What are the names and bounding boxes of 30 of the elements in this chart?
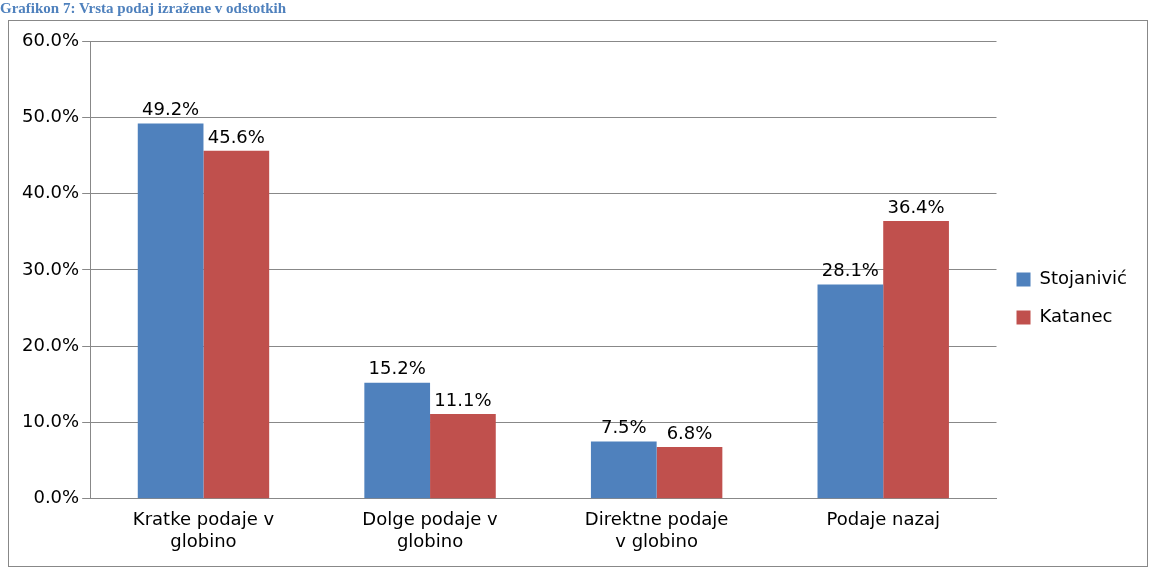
x-tick-label: Podaje nazaj [826, 508, 940, 530]
bar [817, 284, 884, 499]
chart-title: Grafikon 7: Vrsta podaj izražene v odstotkih [0, 0, 287, 17]
bar [364, 382, 431, 499]
x-tick-label: Dolge podaje v globino [362, 508, 499, 551]
data-label: 49.2% [142, 98, 200, 120]
data-label: 15.2% [368, 357, 426, 379]
x-tick-label: Kratke podaje v globino [132, 508, 275, 551]
y-tick-label: 10.0% [21, 410, 80, 432]
x-tick-label: Direktne podaje v globino [584, 508, 729, 551]
y-tick-label: 30.0% [21, 257, 80, 279]
y-tick-label: 40.0% [21, 181, 80, 203]
y-tick-label: 50.0% [21, 104, 80, 126]
data-label: 11.1% [434, 388, 492, 410]
bar [883, 221, 949, 499]
legend-label: Stojanivić [1039, 267, 1128, 289]
y-tick-label: 20.0% [21, 333, 80, 355]
data-label: 7.5% [600, 416, 647, 438]
bar [590, 441, 657, 499]
data-label: 36.4% [887, 195, 945, 217]
legend-label: Katanec [1039, 305, 1113, 327]
data-label: 6.8% [666, 421, 713, 443]
y-tick-label: 0.0% [33, 486, 80, 508]
bar [656, 446, 723, 499]
data-label: 45.6% [207, 125, 265, 147]
data-label: 28.1% [821, 259, 879, 281]
bar [430, 414, 496, 499]
bar [137, 123, 204, 499]
bar [203, 150, 270, 499]
y-tick-label: 60.0% [21, 28, 80, 50]
